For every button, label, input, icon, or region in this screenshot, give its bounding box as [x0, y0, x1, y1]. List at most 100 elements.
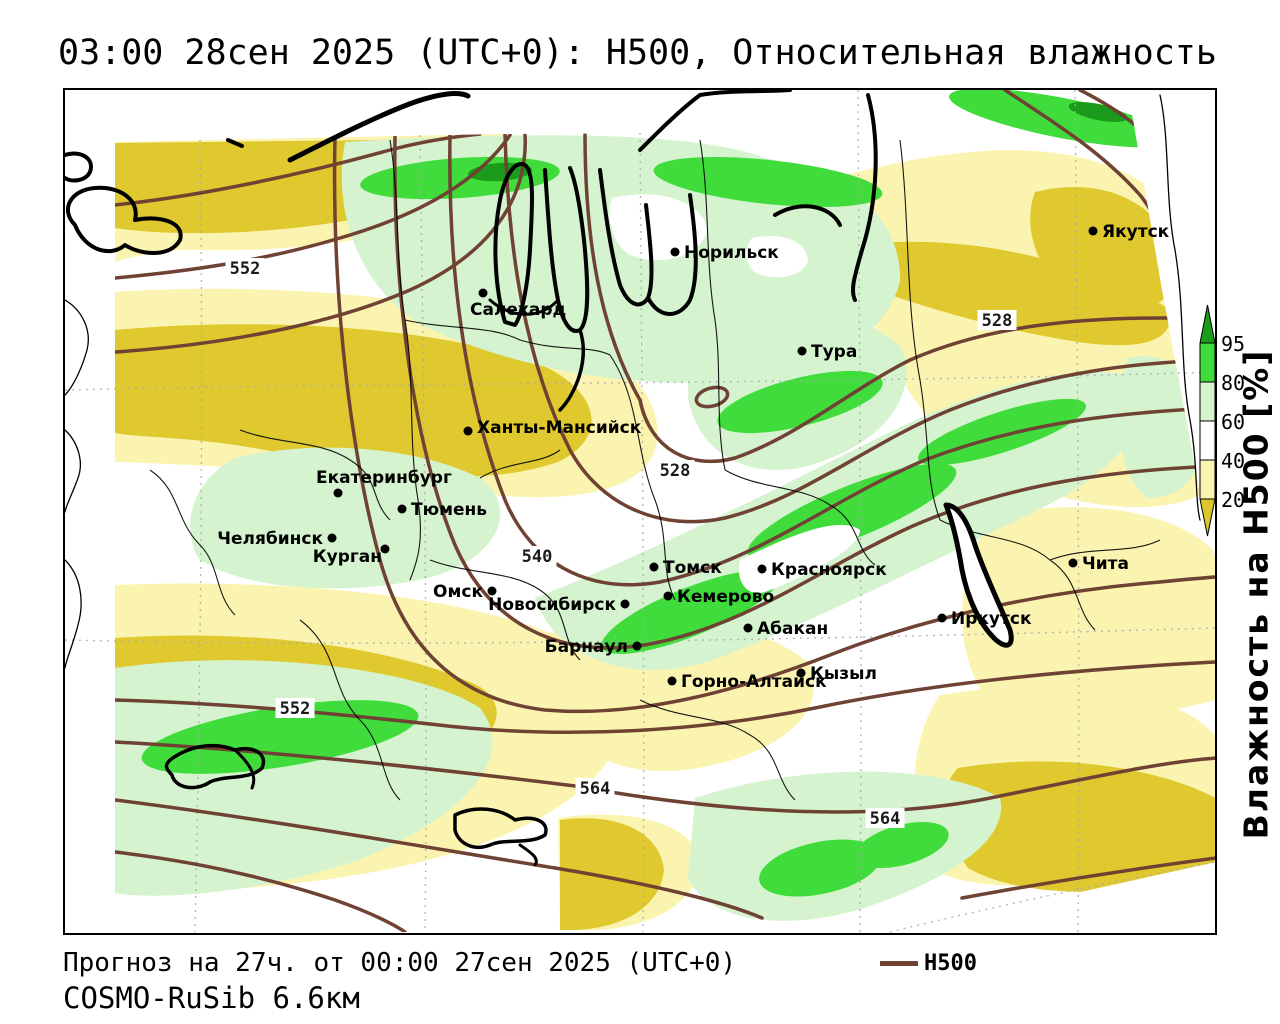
city-dot: [463, 426, 473, 436]
small-island: [226, 138, 244, 148]
contour-labels-layer: 552 528 528 540 552 564 564: [225, 258, 1017, 829]
lake-balkhash-tail: [233, 748, 256, 790]
geopotential-contours-layer: [115, 90, 1215, 932]
forecast-info: Прогноз на 27ч. от 00:00 27сен 2025 (UTC…: [63, 948, 737, 978]
admin-border: [239, 429, 391, 521]
contour-label: 528: [982, 311, 1013, 331]
humidity-region: [949, 90, 1175, 148]
city-dot: [620, 599, 630, 609]
contour-label-box: [865, 808, 905, 828]
margin-river-right: [1159, 94, 1201, 521]
humidity-region: [746, 236, 808, 278]
lake-balkhash: [164, 743, 266, 790]
admin-border: [149, 469, 236, 616]
admin-border: [479, 449, 561, 479]
city-label: Ханты-Мансийск: [477, 418, 642, 438]
h500-contour: [115, 850, 407, 932]
h500-legend-line: [880, 961, 918, 966]
admin-border: [404, 319, 611, 356]
city-dot: [937, 613, 947, 623]
coast-fragment: [773, 204, 842, 227]
h500-contour: [393, 134, 1215, 650]
margin-coast-left: [65, 429, 81, 513]
novaya-zemlya-island: [287, 91, 471, 163]
lake-baikal: [943, 502, 1014, 648]
h500-contour: [332, 135, 1215, 714]
city-label: Кемерово: [677, 587, 774, 607]
humidity-region: [190, 447, 501, 589]
admin-border: [899, 139, 941, 521]
city-label: Абакан: [757, 619, 828, 639]
city-dot: [397, 504, 407, 514]
city-dot: [667, 676, 677, 686]
h500-contour: [583, 131, 1215, 464]
h500-contour-closed-low: [694, 385, 730, 409]
city-label: Норильск: [684, 243, 779, 263]
coastlines-layer: [65, 90, 1201, 867]
h500-contour: [960, 856, 1215, 900]
city-dot: [757, 564, 767, 574]
humidity-colorbar: [1199, 304, 1216, 538]
city-dot: [796, 668, 806, 678]
city-dot: [743, 623, 753, 633]
colorbar-tick-60: 60: [1221, 410, 1246, 434]
colorbar-tick-20: 20: [1221, 488, 1246, 512]
admin-border: [429, 559, 581, 661]
humidity-region: [609, 194, 708, 261]
borders-layer: [149, 139, 1161, 801]
contour-label: 540: [522, 547, 553, 567]
weather-map-canvas: 552 528 528 540 552 564 564 Норильск Салехард Ту…: [65, 90, 1215, 933]
gydan-gulf: [646, 193, 698, 316]
cities-layer: Норильск Салехард Тура Якутск Ханты-Мансийск…: [217, 222, 1169, 692]
humidity-region: [855, 822, 949, 868]
city-label: Челябинск: [217, 529, 323, 549]
contour-label: 552: [230, 259, 261, 279]
contour-label-box: [977, 310, 1017, 330]
city-label: Салехард: [470, 300, 566, 320]
h500-legend-label: H500: [924, 951, 977, 976]
city-label: Красноярск: [771, 560, 887, 580]
admin-border: [609, 354, 676, 601]
humidity-region: [759, 839, 881, 897]
contour-label-box: [517, 546, 557, 566]
contour-label: 528: [660, 461, 691, 481]
humidity-region: [560, 818, 664, 930]
colorbar-seg-80-95: [1199, 342, 1216, 383]
humidity-region: [738, 524, 860, 594]
city-label: Барнаул: [545, 637, 628, 657]
humidity-region: [115, 324, 592, 477]
contour-label-box: [655, 460, 695, 480]
colorbar-arrow-top: [1199, 304, 1216, 344]
h500-contour: [115, 133, 512, 280]
city-dot: [632, 641, 642, 651]
map-frame: 552 528 528 540 552 564 564 Норильск Салехард Ту…: [63, 88, 1217, 935]
humidity-region: [601, 570, 779, 654]
h500-contour: [115, 133, 527, 354]
city-label: Новосибирск: [488, 595, 616, 615]
colorbar-arrow-bottom: [1199, 498, 1216, 537]
humidity-region: [1030, 186, 1179, 311]
contour-label-box: [225, 258, 265, 278]
humidity-region: [653, 157, 883, 207]
city-label: Екатеринбург: [316, 468, 452, 488]
h500-contour: [115, 132, 482, 207]
h500-contour: [448, 133, 1215, 587]
yamal-peninsula: [493, 162, 534, 327]
city-dot: [1088, 226, 1098, 236]
graticule-line: [857, 90, 862, 933]
city-label: Томск: [663, 558, 722, 578]
city-label: Кызыл: [810, 664, 877, 684]
colorbar-title: Влажность на H500 [%]: [1236, 348, 1276, 840]
colorbar-graphic: [1199, 304, 1216, 537]
contour-label-box: [575, 778, 615, 798]
admin-border: [639, 699, 796, 801]
city-label: Чита: [1082, 554, 1129, 574]
contour-label: 552: [280, 699, 311, 719]
city-label: Горно-Алтайск: [681, 672, 827, 692]
colorbar-tick-80: 80: [1221, 371, 1246, 395]
ob-river: [488, 298, 560, 316]
humidity-shading-layer: [115, 90, 1215, 930]
contour-label: 564: [870, 809, 901, 829]
ob-coast-south: [558, 328, 585, 412]
city-dot: [478, 288, 488, 298]
